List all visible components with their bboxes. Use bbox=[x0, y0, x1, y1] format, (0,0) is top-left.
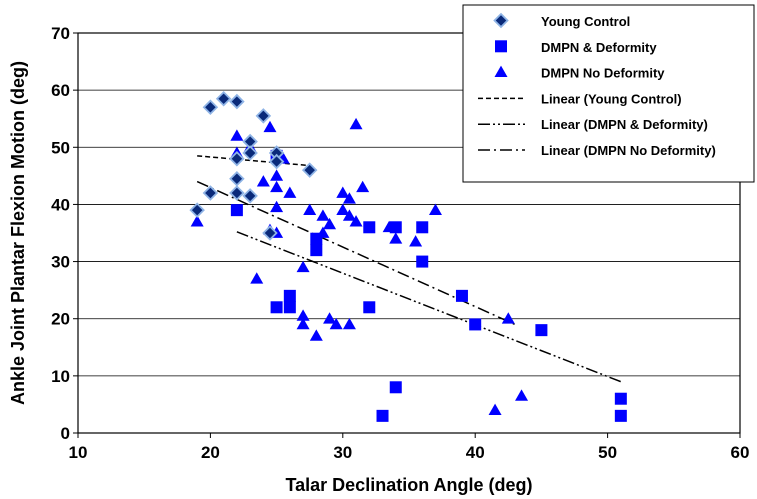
data-point-triangle bbox=[349, 215, 363, 227]
legend-label: Linear (DMPN No Deformity) bbox=[541, 143, 716, 158]
data-point-triangle bbox=[270, 200, 284, 213]
data-point-square bbox=[535, 324, 548, 337]
data-point-square bbox=[614, 409, 627, 422]
data-point-triangle bbox=[389, 232, 403, 244]
data-point-square bbox=[283, 289, 296, 302]
legend-label: Linear (DMPN & Deformity) bbox=[541, 117, 708, 132]
x-tick-label: 10 bbox=[69, 443, 88, 462]
data-point-diamond bbox=[229, 150, 245, 167]
data-point-triangle bbox=[250, 272, 264, 284]
data-point-triangle bbox=[342, 209, 356, 221]
data-point-square bbox=[614, 392, 627, 405]
x-tick-label: 50 bbox=[598, 443, 617, 462]
data-point-diamond bbox=[189, 202, 205, 218]
y-axis-title: Ankle Joint Plantar Flexion Motion (deg) bbox=[8, 61, 28, 405]
data-point-diamond bbox=[202, 185, 219, 201]
data-markers bbox=[189, 90, 627, 422]
data-point-diamond bbox=[215, 90, 232, 107]
data-point-square bbox=[416, 255, 429, 268]
x-axis-title: Talar Declination Angle (deg) bbox=[285, 475, 532, 495]
data-point-square bbox=[376, 409, 389, 422]
data-point-square bbox=[310, 244, 323, 257]
data-point-triangle bbox=[515, 389, 529, 401]
data-point-square bbox=[270, 301, 283, 314]
trendline bbox=[197, 155, 310, 167]
data-point-triangle bbox=[296, 260, 310, 273]
data-point-diamond bbox=[242, 188, 258, 204]
data-point-diamond bbox=[229, 185, 245, 201]
y-tick-label: 10 bbox=[51, 367, 70, 386]
y-tick-label: 30 bbox=[51, 253, 70, 272]
data-point-triangle bbox=[336, 186, 350, 198]
data-point-triangle bbox=[342, 317, 356, 330]
x-tick-label: 60 bbox=[731, 443, 750, 462]
data-point-triangle bbox=[323, 312, 337, 324]
data-point-diamond bbox=[202, 99, 219, 116]
data-point-triangle bbox=[296, 317, 310, 330]
data-point-triangle bbox=[303, 203, 317, 216]
data-point-triangle bbox=[409, 235, 423, 247]
data-point-square bbox=[469, 318, 482, 331]
data-point-triangle bbox=[356, 180, 370, 193]
y-tick-label: 20 bbox=[51, 310, 70, 329]
y-axis-ticks: 0 10 20 30 40 50 60 70 bbox=[51, 24, 78, 443]
data-point-square bbox=[230, 204, 243, 217]
data-point-square bbox=[283, 301, 296, 314]
data-point-diamond bbox=[268, 153, 285, 170]
data-point-triangle bbox=[283, 186, 297, 198]
trendline bbox=[236, 231, 624, 384]
data-point-triangle bbox=[329, 317, 343, 330]
data-point-triangle bbox=[349, 117, 363, 130]
plot-area-border bbox=[77, 32, 741, 434]
data-point-triangle bbox=[309, 329, 323, 341]
y-tick-label: 40 bbox=[51, 195, 70, 214]
data-point-diamond bbox=[229, 93, 245, 110]
legend-label: DMPN No Deformity bbox=[541, 66, 665, 81]
data-point-diamond bbox=[255, 108, 272, 124]
legend-marker-diamond bbox=[493, 12, 509, 29]
data-point-triangle bbox=[501, 312, 515, 324]
y-tick-label: 0 bbox=[61, 424, 70, 443]
data-point-triangle bbox=[263, 120, 277, 133]
legend-marker-triangle bbox=[494, 65, 508, 77]
data-point-triangle bbox=[190, 215, 204, 227]
data-point-square bbox=[363, 221, 376, 234]
data-point-diamond bbox=[242, 145, 258, 161]
legend-label: DMPN & Deformity bbox=[541, 40, 657, 55]
data-point-diamond bbox=[229, 170, 245, 187]
data-point-triangle bbox=[270, 180, 284, 193]
data-point-triangle bbox=[270, 169, 284, 181]
data-point-triangle bbox=[230, 129, 244, 141]
data-point-triangle bbox=[336, 203, 350, 216]
x-axis-ticks: 10 20 30 40 50 60 bbox=[69, 433, 750, 462]
legend: Young Control DMPN & Deformity DMPN No Def… bbox=[462, 4, 755, 183]
data-point-triangle bbox=[488, 403, 502, 416]
legend-label: Linear (Young Control) bbox=[541, 91, 682, 106]
legend-marker-square bbox=[495, 40, 507, 53]
data-point-square bbox=[310, 232, 323, 245]
x-tick-label: 40 bbox=[466, 443, 485, 462]
y-tick-label: 70 bbox=[51, 24, 70, 43]
data-point-square bbox=[455, 289, 468, 302]
data-point-square bbox=[416, 221, 429, 234]
data-point-square bbox=[389, 381, 402, 394]
data-point-triangle bbox=[342, 192, 356, 204]
data-point-square bbox=[389, 221, 402, 234]
data-point-triangle bbox=[256, 175, 270, 187]
data-point-square bbox=[363, 301, 376, 314]
x-tick-label: 30 bbox=[333, 443, 352, 462]
y-tick-label: 50 bbox=[51, 138, 70, 157]
data-point-triangle bbox=[296, 309, 310, 321]
y-tick-label: 60 bbox=[51, 81, 70, 100]
data-point-triangle bbox=[428, 203, 442, 216]
data-point-triangle bbox=[323, 217, 337, 230]
data-point-diamond bbox=[301, 162, 318, 178]
legend-box bbox=[462, 4, 755, 183]
data-point-triangle bbox=[316, 209, 330, 221]
data-point-diamond bbox=[262, 225, 278, 241]
legend-label: Young Control bbox=[541, 14, 630, 29]
x-tick-label: 20 bbox=[201, 443, 220, 462]
